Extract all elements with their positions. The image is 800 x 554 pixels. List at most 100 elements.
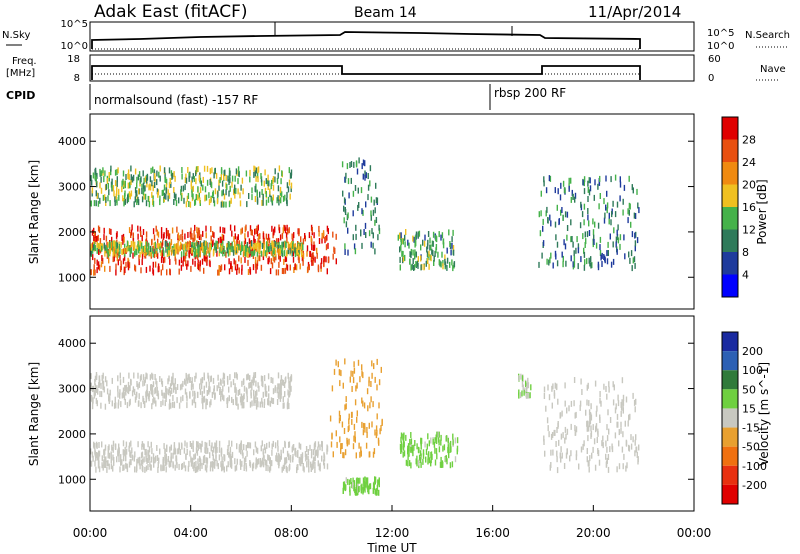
- scatter-cell: [586, 420, 588, 427]
- scatter-cell: [213, 385, 215, 392]
- scatter-cell: [551, 432, 554, 438]
- scatter-cell: [169, 383, 172, 390]
- scatter-cell: [400, 441, 403, 448]
- scatter-cell: [150, 167, 152, 174]
- noise-panel: N.Sky 10^5 10^0 10^5 10^0 N.Search: [2, 19, 790, 52]
- scatter-cell: [163, 167, 166, 174]
- scatter-cell: [288, 227, 290, 234]
- scatter-cell: [246, 450, 248, 457]
- scatter-cell: [326, 463, 329, 470]
- scatter-cell: [615, 236, 618, 243]
- scatter-cell: [312, 458, 315, 464]
- scatter-cell: [116, 186, 118, 193]
- scatter-cell: [156, 386, 158, 393]
- scatter-cell: [96, 241, 98, 248]
- scatter-cell: [210, 226, 212, 233]
- scatter-cell: [132, 386, 135, 393]
- scatter-cell: [363, 480, 365, 487]
- scatter-cell: [364, 426, 366, 433]
- scatter-cell: [617, 394, 619, 401]
- scatter-cell: [103, 176, 105, 183]
- scatter-cell: [100, 176, 102, 183]
- scatter-cell: [403, 438, 405, 445]
- scatter-cell: [269, 188, 271, 195]
- scatter-cell: [320, 262, 322, 269]
- scatter-cell: [549, 175, 552, 182]
- scatter-cell: [124, 450, 127, 457]
- scatter-cell: [151, 448, 153, 455]
- scatter-cell: [154, 182, 156, 188]
- scatter-cell: [137, 174, 140, 181]
- scatter-cell: [338, 417, 341, 424]
- scatter-cell: [221, 393, 224, 400]
- scatter-cell: [273, 256, 276, 263]
- scatter-cell: [267, 184, 269, 190]
- scatter-cell: [248, 246, 250, 253]
- scatter-cell: [97, 453, 100, 460]
- scatter-cell: [277, 391, 279, 398]
- scatter-cell: [175, 248, 177, 255]
- scatter-cell: [296, 248, 299, 255]
- scatter-cell: [192, 258, 194, 265]
- scatter-cell: [380, 366, 382, 373]
- scatter-cell: [143, 193, 145, 200]
- scatter-cell: [148, 184, 150, 191]
- scatter-cell: [217, 237, 220, 244]
- scatter-cell: [545, 187, 548, 194]
- scatter-cell: [560, 456, 562, 463]
- scatter-cell: [635, 231, 637, 238]
- nsky-tick-low: 10^0: [61, 41, 88, 52]
- scatter-cell: [165, 178, 168, 185]
- scatter-cell: [193, 246, 195, 253]
- scatter-cell: [161, 251, 163, 258]
- scatter-cell: [452, 433, 454, 440]
- scatter-cell: [152, 453, 155, 460]
- scatter-cell: [339, 380, 341, 387]
- scatter-cell: [343, 428, 346, 434]
- scatter-cell: [267, 454, 269, 461]
- scatter-cell: [364, 160, 366, 167]
- scatter-cell: [430, 255, 432, 262]
- scatter-cell: [449, 462, 452, 469]
- scatter-cell: [213, 172, 215, 179]
- scatter-cell: [425, 448, 428, 455]
- scatter-cell: [201, 258, 204, 265]
- scatter-cell: [543, 386, 546, 393]
- scatter-cell: [348, 424, 350, 431]
- scatter-cell: [197, 227, 200, 234]
- scatter-cell: [115, 193, 117, 200]
- scatter-cell: [185, 380, 187, 387]
- scatter-cell: [139, 456, 141, 463]
- scatter-cell: [183, 461, 185, 468]
- scatter-cell: [410, 446, 412, 453]
- scatter-cell: [402, 444, 405, 451]
- scatter-cell: [435, 448, 438, 455]
- scatter-cell: [280, 389, 282, 396]
- scatter-cell: [90, 269, 92, 276]
- scatter-cell: [218, 440, 221, 447]
- scatter-cell: [210, 235, 212, 242]
- scatter-cell: [188, 240, 191, 247]
- scatter-cell: [176, 462, 178, 469]
- scatter-cell: [93, 227, 95, 234]
- scatter-cell: [226, 183, 228, 190]
- scatter-cell: [137, 383, 139, 390]
- scatter-cell: [288, 243, 290, 250]
- scatter-cell: [134, 168, 137, 175]
- scatter-cell: [270, 397, 273, 404]
- scatter-cell: [559, 194, 562, 201]
- scatter-cell: [375, 425, 378, 432]
- scatter-cell: [262, 241, 264, 248]
- scatter-cell: [236, 239, 238, 246]
- scatter-cell: [98, 243, 100, 249]
- scatter-cell: [144, 176, 147, 183]
- scatter-cell: [196, 248, 198, 255]
- scatter-cell: [403, 450, 406, 457]
- scatter-cell: [573, 261, 576, 268]
- scatter-cell: [169, 178, 172, 184]
- scatter-cell: [243, 385, 246, 392]
- scatter-cell: [151, 385, 154, 391]
- scatter-cell: [572, 193, 574, 200]
- scatter-cell: [112, 256, 114, 263]
- scatter-cell: [210, 461, 212, 468]
